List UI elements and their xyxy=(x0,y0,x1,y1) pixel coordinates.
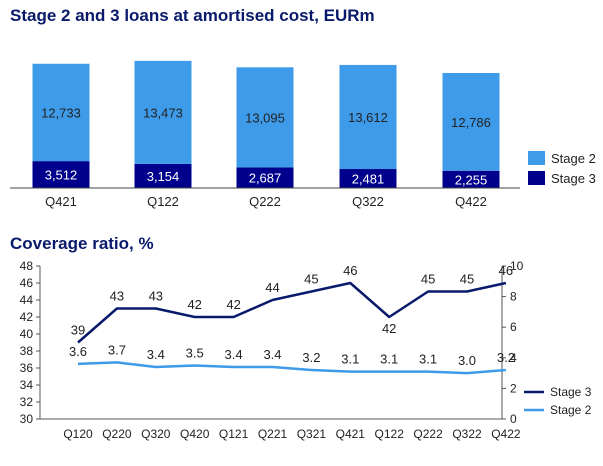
left-y-tick-label: 48 xyxy=(20,259,34,273)
bar-stage2-Q222 xyxy=(236,67,294,168)
x-tick-label-Q321: Q321 xyxy=(297,427,327,441)
left-y-tick-label: 42 xyxy=(20,310,34,324)
bar-label-stage2-Q222: 13,095 xyxy=(245,110,285,125)
right-y-tick-label: 8 xyxy=(510,290,517,304)
bar-stage3-Q421 xyxy=(32,161,90,188)
bar-stage3-Q422 xyxy=(442,170,500,188)
data-label-stage2-Q221: 3.4 xyxy=(263,347,281,362)
data-label-stage3-Q222: 45 xyxy=(421,272,435,287)
x-tick-label-Q320: Q320 xyxy=(141,427,171,441)
right-y-tick-label: 10 xyxy=(510,259,524,273)
legend-label-stage3: Stage 3 xyxy=(551,171,596,186)
bar-stage2-Q422 xyxy=(442,72,500,171)
left-y-tick-label: 36 xyxy=(20,361,34,375)
left-y-tick-label: 34 xyxy=(20,378,34,392)
x-tick-label-Q322: Q322 xyxy=(352,194,384,209)
x-tick-label-Q422: Q422 xyxy=(491,427,521,441)
x-tick-label-Q420: Q420 xyxy=(180,427,210,441)
x-tick-label-Q121: Q121 xyxy=(219,427,249,441)
x-tick-label-Q322: Q322 xyxy=(452,427,482,441)
data-label-stage3-Q120: 39 xyxy=(71,323,85,338)
bar-stage2-Q421 xyxy=(32,63,90,162)
data-label-stage3-Q322: 45 xyxy=(460,272,474,287)
right-y-tick-label: 2 xyxy=(510,381,517,395)
left-y-tick-label: 32 xyxy=(20,395,34,409)
data-label-stage2-Q422: 3.2 xyxy=(497,350,515,365)
bar-label-stage2-Q322: 13,612 xyxy=(348,110,388,125)
data-label-stage3-Q320: 43 xyxy=(149,289,163,304)
data-label-stage2-Q321: 3.2 xyxy=(302,350,320,365)
x-tick-label-Q120: Q120 xyxy=(63,427,93,441)
data-label-stage2-Q120: 3.6 xyxy=(69,344,87,359)
data-label-stage2-Q421: 3.1 xyxy=(341,352,359,367)
data-label-stage3-Q421: 46 xyxy=(343,263,357,278)
data-label-stage2-Q320: 3.4 xyxy=(147,347,165,362)
bar-label-stage3-Q422: 2,255 xyxy=(455,172,488,187)
left-y-tick-label: 38 xyxy=(20,344,34,358)
x-tick-label-Q222: Q222 xyxy=(413,427,443,441)
data-label-stage2-Q220: 3.7 xyxy=(108,342,126,357)
line-stage2 xyxy=(77,361,506,375)
data-label-stage3-Q122: 42 xyxy=(382,321,396,336)
x-tick-label-Q220: Q220 xyxy=(102,427,132,441)
right-y-tick-label: 4 xyxy=(510,351,517,365)
bar-label-stage3-Q122: 3,154 xyxy=(147,169,180,184)
right-y-tick-label: 6 xyxy=(510,320,517,334)
x-tick-label-Q122: Q122 xyxy=(375,427,405,441)
bar-stage3-Q122 xyxy=(134,163,192,188)
bar-label-stage3-Q222: 2,687 xyxy=(249,171,282,186)
data-label-stage3-Q121: 42 xyxy=(226,297,240,312)
bar-stage3-Q322 xyxy=(339,169,397,188)
data-label-stage2-Q222: 3.1 xyxy=(419,352,437,367)
x-tick-label-Q422: Q422 xyxy=(455,194,487,209)
x-tick-label-Q421: Q421 xyxy=(45,194,77,209)
bar-label-stage3-Q421: 3,512 xyxy=(45,168,78,183)
data-label-stage3-Q221: 44 xyxy=(265,280,279,295)
bar-stage3-Q222 xyxy=(236,167,294,188)
data-label-stage2-Q322: 3.0 xyxy=(458,353,476,368)
data-label-stage2-Q121: 3.4 xyxy=(225,347,243,362)
data-label-stage2-Q122: 3.1 xyxy=(380,352,398,367)
left-y-tick-label: 40 xyxy=(20,327,34,341)
loans-chart-title: Stage 2 and 3 loans at amortised cost, E… xyxy=(10,6,375,25)
bar-stage2-Q322 xyxy=(339,64,397,170)
legend-swatch-stage3 xyxy=(528,171,545,185)
left-y-tick-label: 30 xyxy=(20,412,34,426)
data-label-stage3-Q220: 43 xyxy=(110,289,124,304)
legend-label-stage3: Stage 3 xyxy=(550,385,592,399)
x-tick-label-Q122: Q122 xyxy=(147,194,179,209)
data-label-stage3-Q422: 46 xyxy=(499,263,513,278)
x-tick-label-Q421: Q421 xyxy=(336,427,366,441)
loans-chart: 3,512 12,733 Q421 3,154 13,473 Q122 2,687 13,09… xyxy=(10,60,596,209)
right-y-tick-label: 0 xyxy=(510,412,517,426)
bar-stage2-Q122 xyxy=(134,60,192,164)
bar-label-stage3-Q322: 2,481 xyxy=(352,172,385,187)
bar-label-stage2-Q122: 13,473 xyxy=(143,105,183,120)
x-tick-label-Q221: Q221 xyxy=(258,427,288,441)
data-label-stage3-Q321: 45 xyxy=(304,272,318,287)
data-label-stage2-Q420: 3.5 xyxy=(186,345,204,360)
bar-label-stage2-Q421: 12,733 xyxy=(41,105,81,120)
bar-label-stage2-Q422: 12,786 xyxy=(451,115,491,130)
x-tick-label-Q222: Q222 xyxy=(249,194,281,209)
data-label-stage3-Q420: 42 xyxy=(187,297,201,312)
legend-label-stage2: Stage 2 xyxy=(550,403,592,417)
legend-label-stage2: Stage 2 xyxy=(551,151,596,166)
legend-swatch-stage2 xyxy=(528,151,545,165)
line-stage3 xyxy=(77,281,507,344)
coverage-chart-title: Coverage ratio, % xyxy=(10,234,154,253)
left-y-tick-label: 46 xyxy=(20,276,34,290)
left-y-tick-label: 44 xyxy=(20,293,34,307)
